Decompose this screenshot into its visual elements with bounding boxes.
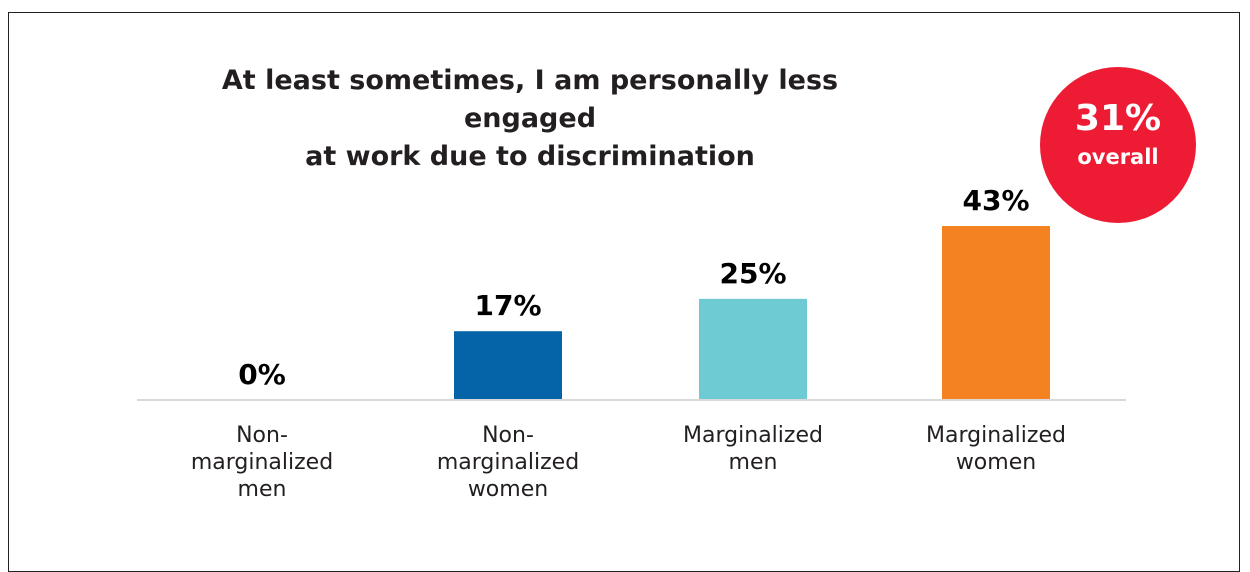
bars-group: [454, 226, 1050, 400]
bar-value-label-3: 25%: [719, 257, 786, 290]
bar-chart: 0% 17% 25% 43%: [137, 184, 1126, 401]
chart-title-line-2: at work due to discrimination: [305, 141, 755, 172]
category-label-line: women: [955, 450, 1037, 475]
bar-value-label-4: 43%: [962, 184, 1029, 217]
value-labels-group: 0% 17% 25% 43%: [238, 184, 1029, 391]
category-label-line: marginalized: [190, 450, 334, 475]
category-label-line: marginalized: [436, 450, 580, 475]
overall-badge-value: 31%: [1074, 98, 1162, 139]
category-label-2: Non-marginalized women: [398, 422, 618, 503]
bar-4: [942, 226, 1050, 400]
category-label-4: Marginalized women: [886, 422, 1106, 476]
bar-3: [699, 298, 807, 400]
category-label-line: Marginalized: [683, 423, 823, 448]
chart-title: At least sometimes, I am personally less…: [180, 62, 880, 176]
category-label-line: Non-: [482, 423, 534, 448]
bar-value-label-1: 0%: [238, 358, 286, 391]
bar-value-label-2: 17%: [474, 289, 541, 322]
overall-badge: 31% overall: [1040, 67, 1196, 223]
overall-badge-label: overall: [1077, 145, 1159, 169]
chart-title-line-1: At least sometimes, I am personally less…: [221, 65, 839, 134]
category-label-line: Non-: [236, 423, 288, 448]
category-label-line: women: [467, 477, 549, 502]
category-label-line: men: [237, 477, 287, 502]
category-label-line: men: [728, 450, 778, 475]
bar-2: [454, 331, 562, 400]
category-label-1: Non-marginalized men: [152, 422, 372, 503]
category-label-3: Marginalized men: [643, 422, 863, 476]
category-label-line: Marginalized: [926, 423, 1066, 448]
